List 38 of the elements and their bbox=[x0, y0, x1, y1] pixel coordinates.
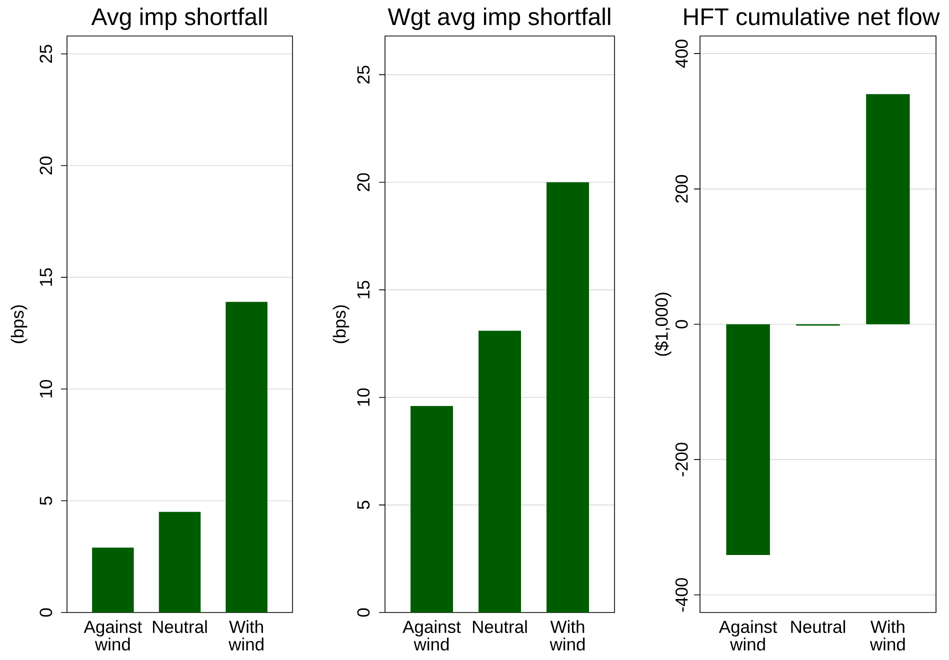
x-tick-label: With wind bbox=[228, 620, 264, 651]
bar bbox=[226, 302, 268, 612]
y-tick-label: 200 bbox=[675, 175, 688, 203]
y-axis-title: (bps) bbox=[332, 305, 350, 344]
y-tick-label: 20 bbox=[357, 173, 370, 192]
x-tick-label: Neutral bbox=[791, 620, 846, 634]
chart-title: Wgt avg imp shortfall bbox=[388, 8, 610, 30]
x-tick-label: Neutral bbox=[472, 620, 527, 634]
bar bbox=[158, 512, 201, 612]
y-tick-label: 0 bbox=[40, 608, 52, 617]
x-tick-label: Neutral bbox=[152, 620, 207, 634]
bar bbox=[546, 182, 590, 612]
x-tick-label: With wind bbox=[550, 620, 585, 651]
y-tick-label: 15 bbox=[357, 280, 370, 298]
x-tick-label: With wind bbox=[870, 620, 905, 651]
chart-title: Avg imp shortfall bbox=[91, 8, 267, 30]
y-axis-title: ($1,000) bbox=[654, 292, 672, 356]
x-tick-label: Against wind bbox=[718, 620, 778, 651]
bar bbox=[410, 406, 454, 612]
x-tick-label: Against wind bbox=[402, 620, 461, 651]
y-tick-label: 20 bbox=[40, 156, 52, 174]
x-tick-label: Against wind bbox=[84, 620, 142, 651]
y-tick-label: 5 bbox=[357, 500, 370, 510]
y-axis-title: (bps) bbox=[10, 305, 28, 344]
y-tick-label: 10 bbox=[357, 388, 370, 406]
y-tick-label: 25 bbox=[357, 66, 370, 84]
y-tick-label: 400 bbox=[675, 40, 688, 68]
y-tick-label: 5 bbox=[40, 496, 52, 505]
bar bbox=[92, 548, 134, 612]
y-tick-label: 0 bbox=[357, 608, 370, 617]
bar bbox=[478, 330, 522, 612]
y-tick-label: 15 bbox=[40, 268, 52, 286]
y-tick-label: -400 bbox=[675, 578, 688, 612]
y-tick-label: 25 bbox=[40, 44, 52, 63]
chart-title: HFT cumulative net flow bbox=[684, 8, 940, 26]
y-tick-label: 0 bbox=[675, 320, 688, 328]
y-tick-label: 10 bbox=[40, 380, 52, 398]
y-tick-label: -200 bbox=[675, 442, 688, 476]
